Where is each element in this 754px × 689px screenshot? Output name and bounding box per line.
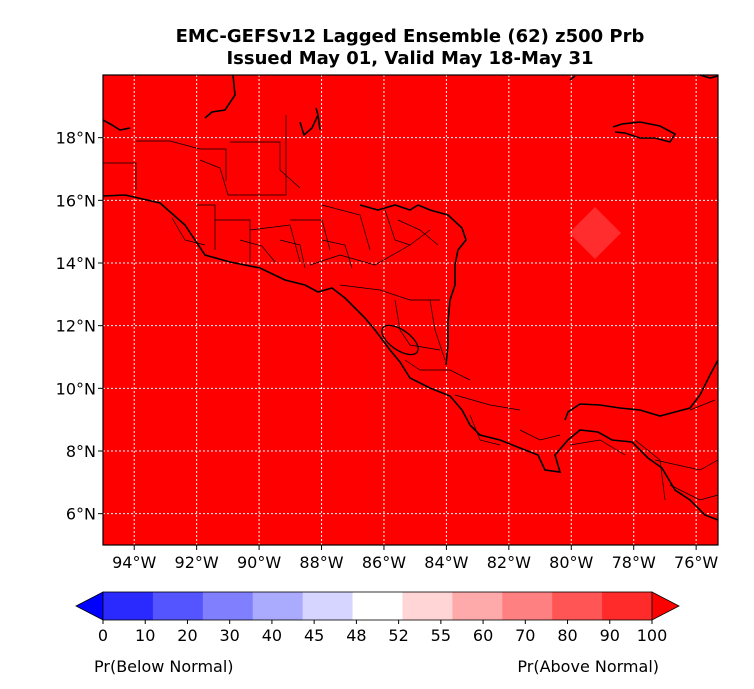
colorbar-segment bbox=[452, 592, 503, 620]
colorbar-tick-label: 0 bbox=[98, 626, 108, 645]
colorbar-tick-label: 60 bbox=[473, 626, 493, 645]
probability-highlight-cell bbox=[569, 207, 621, 259]
colorbar-tick-label: 90 bbox=[600, 626, 620, 645]
colorbar-segment bbox=[252, 592, 304, 620]
lon-tick-label: 82°W bbox=[487, 553, 531, 572]
lon-tick-label: 76°W bbox=[674, 553, 718, 572]
colorbar-left-label: Pr(Below Normal) bbox=[94, 657, 234, 676]
map-panel bbox=[102, 74, 719, 546]
colorbar-segment bbox=[552, 592, 603, 620]
lat-tick-label: 6°N bbox=[66, 505, 96, 524]
colorbar-left-extension bbox=[75, 591, 104, 621]
colorbar-tick-label: 100 bbox=[637, 626, 668, 645]
colorbar-right-label: Pr(Above Normal) bbox=[517, 657, 659, 676]
colorbar-tick-label: 20 bbox=[177, 626, 197, 645]
colorbar: 0 10 20 30 40 45 48 52 55 60 70 80 90 100 Pr(Below No… bbox=[75, 591, 680, 676]
colorbar-segment bbox=[402, 592, 453, 620]
longitude-axis: 94°W 92°W 90°W 88°W 86°W 84°W 82°W 80°W 78°W 76°W bbox=[112, 545, 718, 572]
lon-tick-label: 84°W bbox=[424, 553, 468, 572]
lat-tick-label: 16°N bbox=[56, 191, 96, 210]
lon-tick-label: 86°W bbox=[362, 553, 406, 572]
lat-tick-label: 18°N bbox=[56, 129, 96, 148]
colorbar-tick-label: 10 bbox=[135, 626, 155, 645]
colorbar-ticks: 0 10 20 30 40 45 48 52 55 60 70 80 90 100 bbox=[98, 620, 667, 645]
colorbar-tick-label: 48 bbox=[346, 626, 366, 645]
lon-tick-label: 88°W bbox=[299, 553, 343, 572]
lake-nicaragua bbox=[381, 324, 419, 356]
colorbar-segment bbox=[202, 592, 254, 620]
map-frame bbox=[102, 74, 719, 546]
lat-tick-label: 12°N bbox=[56, 317, 96, 336]
map-title-line2: Issued May 01, Valid May 18-May 31 bbox=[226, 48, 593, 69]
latitude-axis: 18°N 16°N 14°N 12°N 10°N 8°N 6°N bbox=[56, 129, 103, 524]
colorbar-segment bbox=[502, 592, 553, 620]
lat-tick-label: 8°N bbox=[66, 442, 96, 461]
gridlines bbox=[103, 75, 718, 545]
map-title-line1: EMC-GEFSv12 Lagged Ensemble (62) z500 Pr… bbox=[176, 26, 645, 47]
colorbar-right-extension bbox=[651, 591, 680, 621]
colorbar-segment bbox=[352, 592, 403, 620]
colorbar-segments bbox=[103, 592, 653, 620]
colorbar-tick-label: 30 bbox=[220, 626, 240, 645]
colorbar-tick-label: 45 bbox=[304, 626, 324, 645]
colorbar-segment bbox=[152, 592, 204, 620]
lon-tick-label: 80°W bbox=[549, 553, 593, 572]
country-borders bbox=[103, 115, 719, 501]
colorbar-tick-label: 40 bbox=[262, 626, 282, 645]
colorbar-tick-label: 70 bbox=[515, 626, 535, 645]
map-background bbox=[103, 75, 718, 545]
colorbar-segment bbox=[602, 592, 653, 620]
lat-tick-label: 10°N bbox=[56, 379, 96, 398]
lon-tick-label: 94°W bbox=[112, 553, 156, 572]
lon-tick-label: 78°W bbox=[612, 553, 656, 572]
colorbar-frame bbox=[102, 591, 653, 621]
colorbar-segment bbox=[302, 592, 354, 620]
colorbar-segment bbox=[103, 592, 154, 620]
lon-tick-label: 92°W bbox=[175, 553, 219, 572]
lon-tick-label: 90°W bbox=[237, 553, 281, 572]
coastlines bbox=[102, 74, 719, 521]
lat-tick-label: 14°N bbox=[56, 254, 96, 273]
colorbar-tick-label: 55 bbox=[431, 626, 451, 645]
colorbar-tick-label: 80 bbox=[557, 626, 577, 645]
colorbar-tick-label: 52 bbox=[388, 626, 408, 645]
